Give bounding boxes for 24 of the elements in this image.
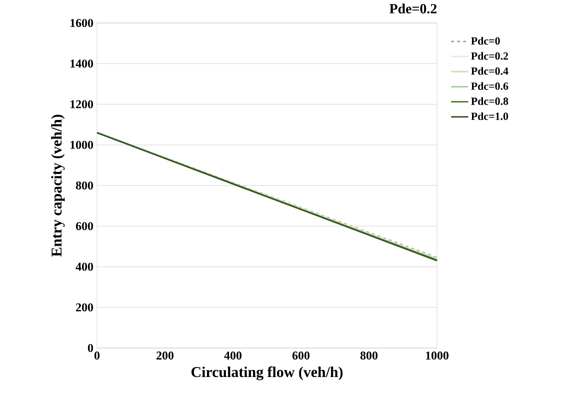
y-tick-label: 1400 bbox=[70, 60, 94, 68]
legend-label: Pdc=0.2 bbox=[471, 52, 508, 60]
y-tick-label: 800 bbox=[76, 181, 94, 190]
x-tick-label: 200 bbox=[156, 352, 174, 360]
x-tick-label: 400 bbox=[224, 352, 242, 360]
y-tick-label: 600 bbox=[76, 222, 94, 230]
x-tick-label: 0 bbox=[94, 352, 100, 360]
x-axis-title: Circulating flow (veh/h) bbox=[191, 366, 343, 380]
legend-label: Pdc=1.0 bbox=[471, 112, 508, 120]
legend-label: Pdc=0.8 bbox=[471, 97, 508, 105]
y-tick-label: 0 bbox=[88, 344, 94, 352]
legend-label: Pdc=0.6 bbox=[471, 82, 508, 90]
legend-label: Pdc=0 bbox=[471, 36, 500, 45]
x-tick-label: 600 bbox=[292, 352, 310, 360]
x-tick-label: 1000 bbox=[426, 352, 448, 360]
y-tick-label: 200 bbox=[76, 303, 94, 312]
y-axis-title: Entry capacity (veh/h) bbox=[51, 114, 65, 257]
chart-title: Pde=0.2 bbox=[390, 4, 437, 14]
y-tick-label: 400 bbox=[76, 262, 94, 271]
y-tick-label: 1000 bbox=[70, 140, 94, 149]
x-tick-label: 800 bbox=[360, 352, 378, 360]
legend-label: Pdc=0.4 bbox=[471, 67, 508, 75]
y-tick-label: 1200 bbox=[70, 100, 94, 108]
y-tick-label: 1600 bbox=[70, 18, 94, 28]
